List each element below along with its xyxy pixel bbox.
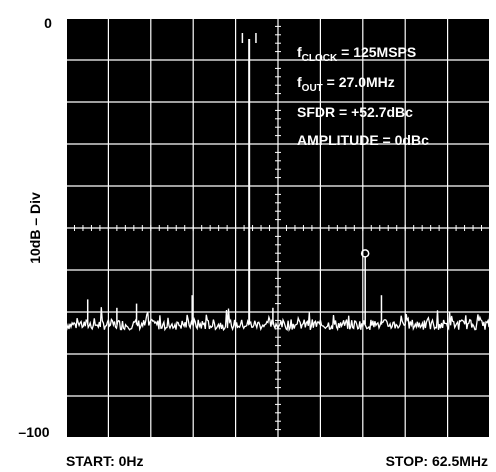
grid [65, 17, 491, 439]
annotation-clock: fCLOCK = 125MSPS [297, 44, 416, 64]
y-tick-label-top: 0 [44, 15, 52, 31]
spectrum-trace [65, 33, 491, 332]
x-stop-label: STOP: 62.5MHz [386, 453, 488, 469]
y-tick-label-bottom: –100 [18, 424, 49, 440]
annotation-sfdr: SFDR = +52.7dBc [297, 104, 413, 120]
x-start-label: START: 0Hz [66, 453, 144, 469]
annotation-amplitude: AMPLITUDE = 0dBc [297, 132, 429, 148]
y-axis-label: 10dB – Div [27, 192, 43, 264]
annotation-fout: fOUT = 27.0MHz [297, 74, 395, 94]
spur-marker [360, 249, 370, 258]
